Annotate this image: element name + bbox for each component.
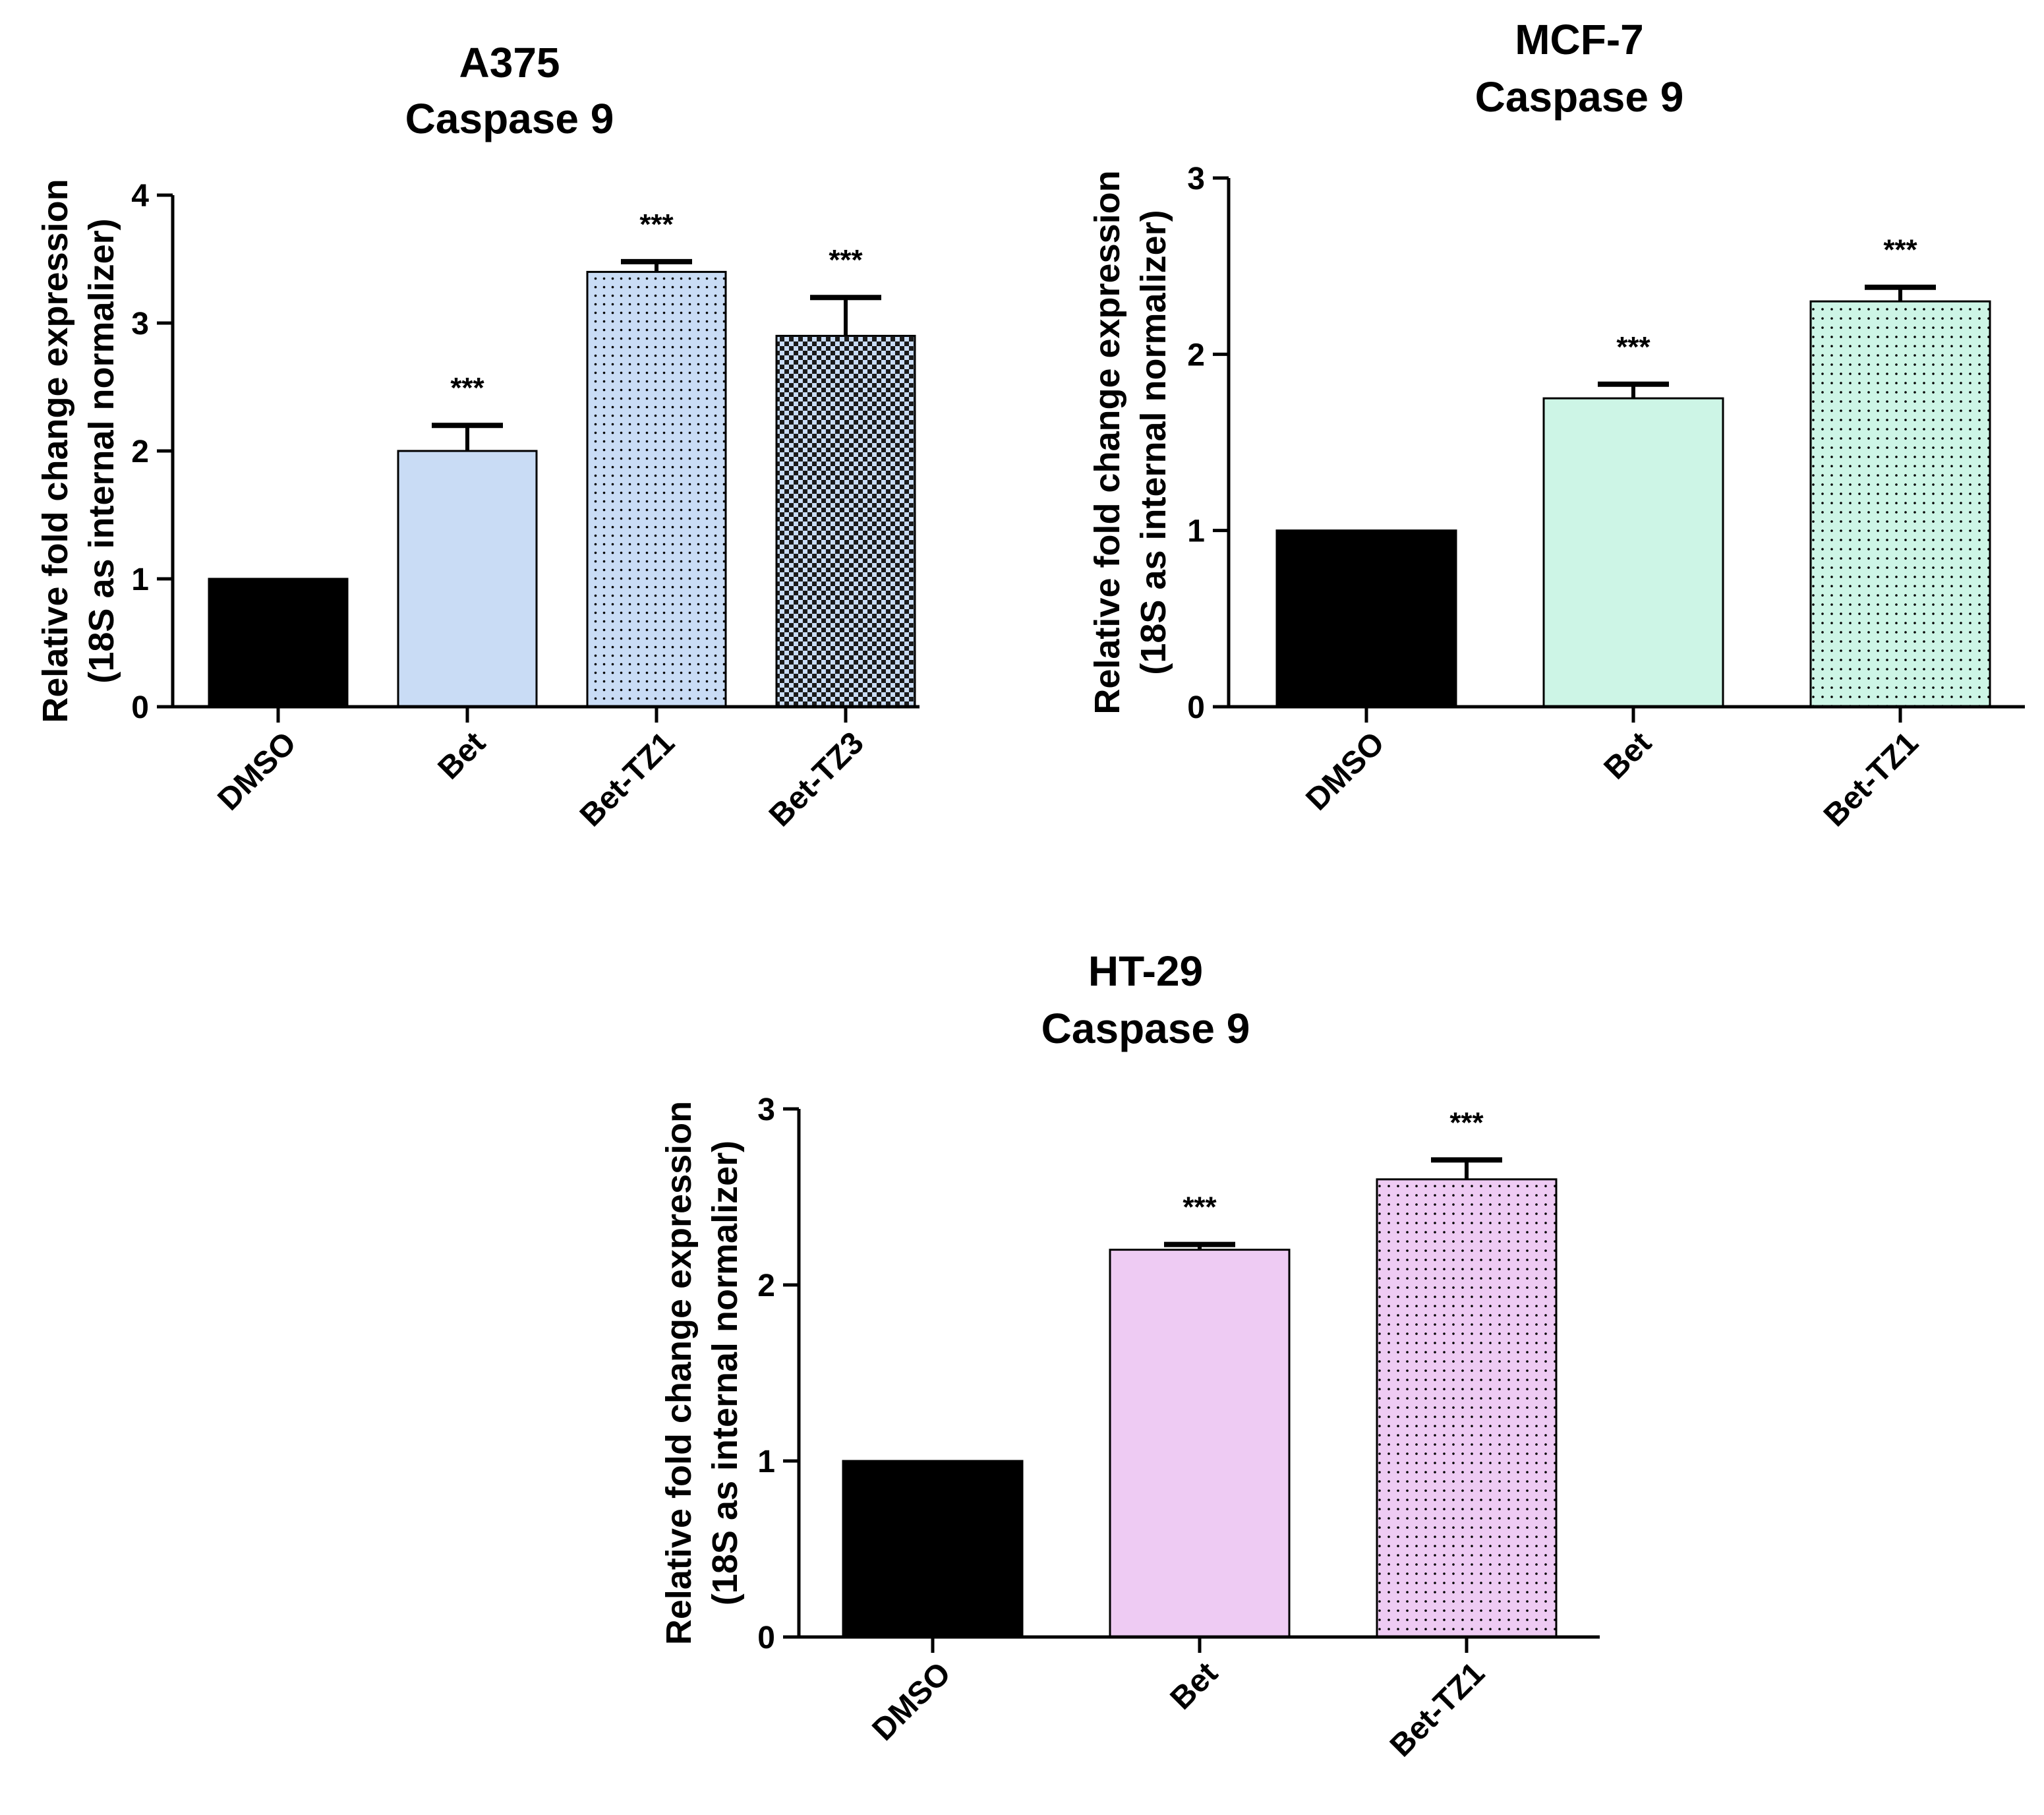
chart-title-line: MCF-7	[1515, 16, 1644, 63]
y-tick-label: 0	[131, 690, 149, 725]
y-tick-label: 2	[1187, 338, 1205, 372]
significance-label: ***	[1449, 1106, 1484, 1139]
bar-dmso	[842, 1460, 1024, 1638]
y-axis-label: Relative fold change expression (18S as i…	[659, 1101, 745, 1645]
x-tick-label: Bet	[1598, 725, 1658, 786]
bar-bet	[397, 450, 538, 708]
x-tick-label: DMSO	[865, 1655, 957, 1747]
chart-title-line: A375	[459, 39, 560, 86]
x-tick-label: Bet-TZ1	[1817, 725, 1925, 833]
y-tick-label: 0	[1187, 690, 1205, 725]
x-tick-label: Bet	[1164, 1655, 1225, 1716]
y-axis-label-line: (18S as internal normalizer)	[705, 1141, 745, 1605]
bar-bet-tz1	[1376, 1178, 1558, 1638]
x-tick-label: DMSO	[211, 725, 303, 817]
y-tick-label: 0	[757, 1621, 775, 1655]
bar-bet-tz1	[1809, 300, 1991, 708]
chart-mcf7: MCF-7 Caspase 9 Relative fold change expre…	[1088, 16, 2025, 833]
x-tick-label: Bet-TZ1	[1384, 1655, 1492, 1764]
significance-label: ***	[1616, 331, 1650, 363]
chart-a375: A375 Caspase 9 Relative fold change expres…	[36, 39, 920, 833]
y-tick-label: 1	[1187, 514, 1205, 549]
y-axis-label: Relative fold change expression (18S as i…	[1088, 170, 1173, 714]
y-tick-label: 1	[131, 562, 149, 597]
y-tick-label: 3	[757, 1092, 775, 1127]
y-tick-label: 2	[757, 1268, 775, 1303]
bar-dmso	[208, 578, 349, 708]
significance-label: ***	[829, 244, 863, 276]
bar-bet	[1542, 397, 1724, 708]
significance-label: ***	[1883, 234, 1917, 266]
y-tick-label: 1	[757, 1444, 775, 1479]
y-axis-label-line: (18S as internal normalizer)	[82, 218, 121, 683]
x-tick-label: Bet-TZ3	[763, 725, 871, 833]
y-axis-label-line: Relative fold change expression	[659, 1101, 699, 1645]
significance-label: ***	[450, 372, 484, 404]
y-tick-label: 4	[131, 179, 149, 214]
y-tick-label: 3	[131, 307, 149, 342]
bar-bet-tz3	[775, 334, 916, 708]
chart-title-line: Caspase 9	[1475, 73, 1684, 121]
chart-title-line: Caspase 9	[405, 95, 614, 142]
significance-label: ***	[639, 208, 674, 241]
bar-bet-tz1	[586, 270, 727, 708]
y-tick-label: 2	[131, 434, 149, 469]
y-axis-label: Relative fold change expression (18S as i…	[36, 179, 121, 723]
chart-title-line: HT-29	[1088, 947, 1203, 995]
x-tick-label: Bet	[432, 725, 492, 786]
y-tick-label: 3	[1187, 162, 1205, 196]
x-tick-label: Bet-TZ1	[573, 725, 682, 833]
y-axis-label-line: (18S as internal normalizer)	[1134, 210, 1173, 674]
y-axis-label-line: Relative fold change expression	[1088, 170, 1127, 714]
x-tick-label: DMSO	[1299, 725, 1391, 817]
chart-title-line: Caspase 9	[1041, 1005, 1250, 1052]
significance-label: ***	[1183, 1191, 1217, 1224]
chart-ht29: HT-29 Caspase 9 Relative fold change expre…	[659, 947, 1600, 1764]
bar-dmso	[1275, 529, 1457, 708]
bar-bet	[1109, 1249, 1291, 1638]
y-axis-label-line: Relative fold change expression	[36, 179, 75, 723]
